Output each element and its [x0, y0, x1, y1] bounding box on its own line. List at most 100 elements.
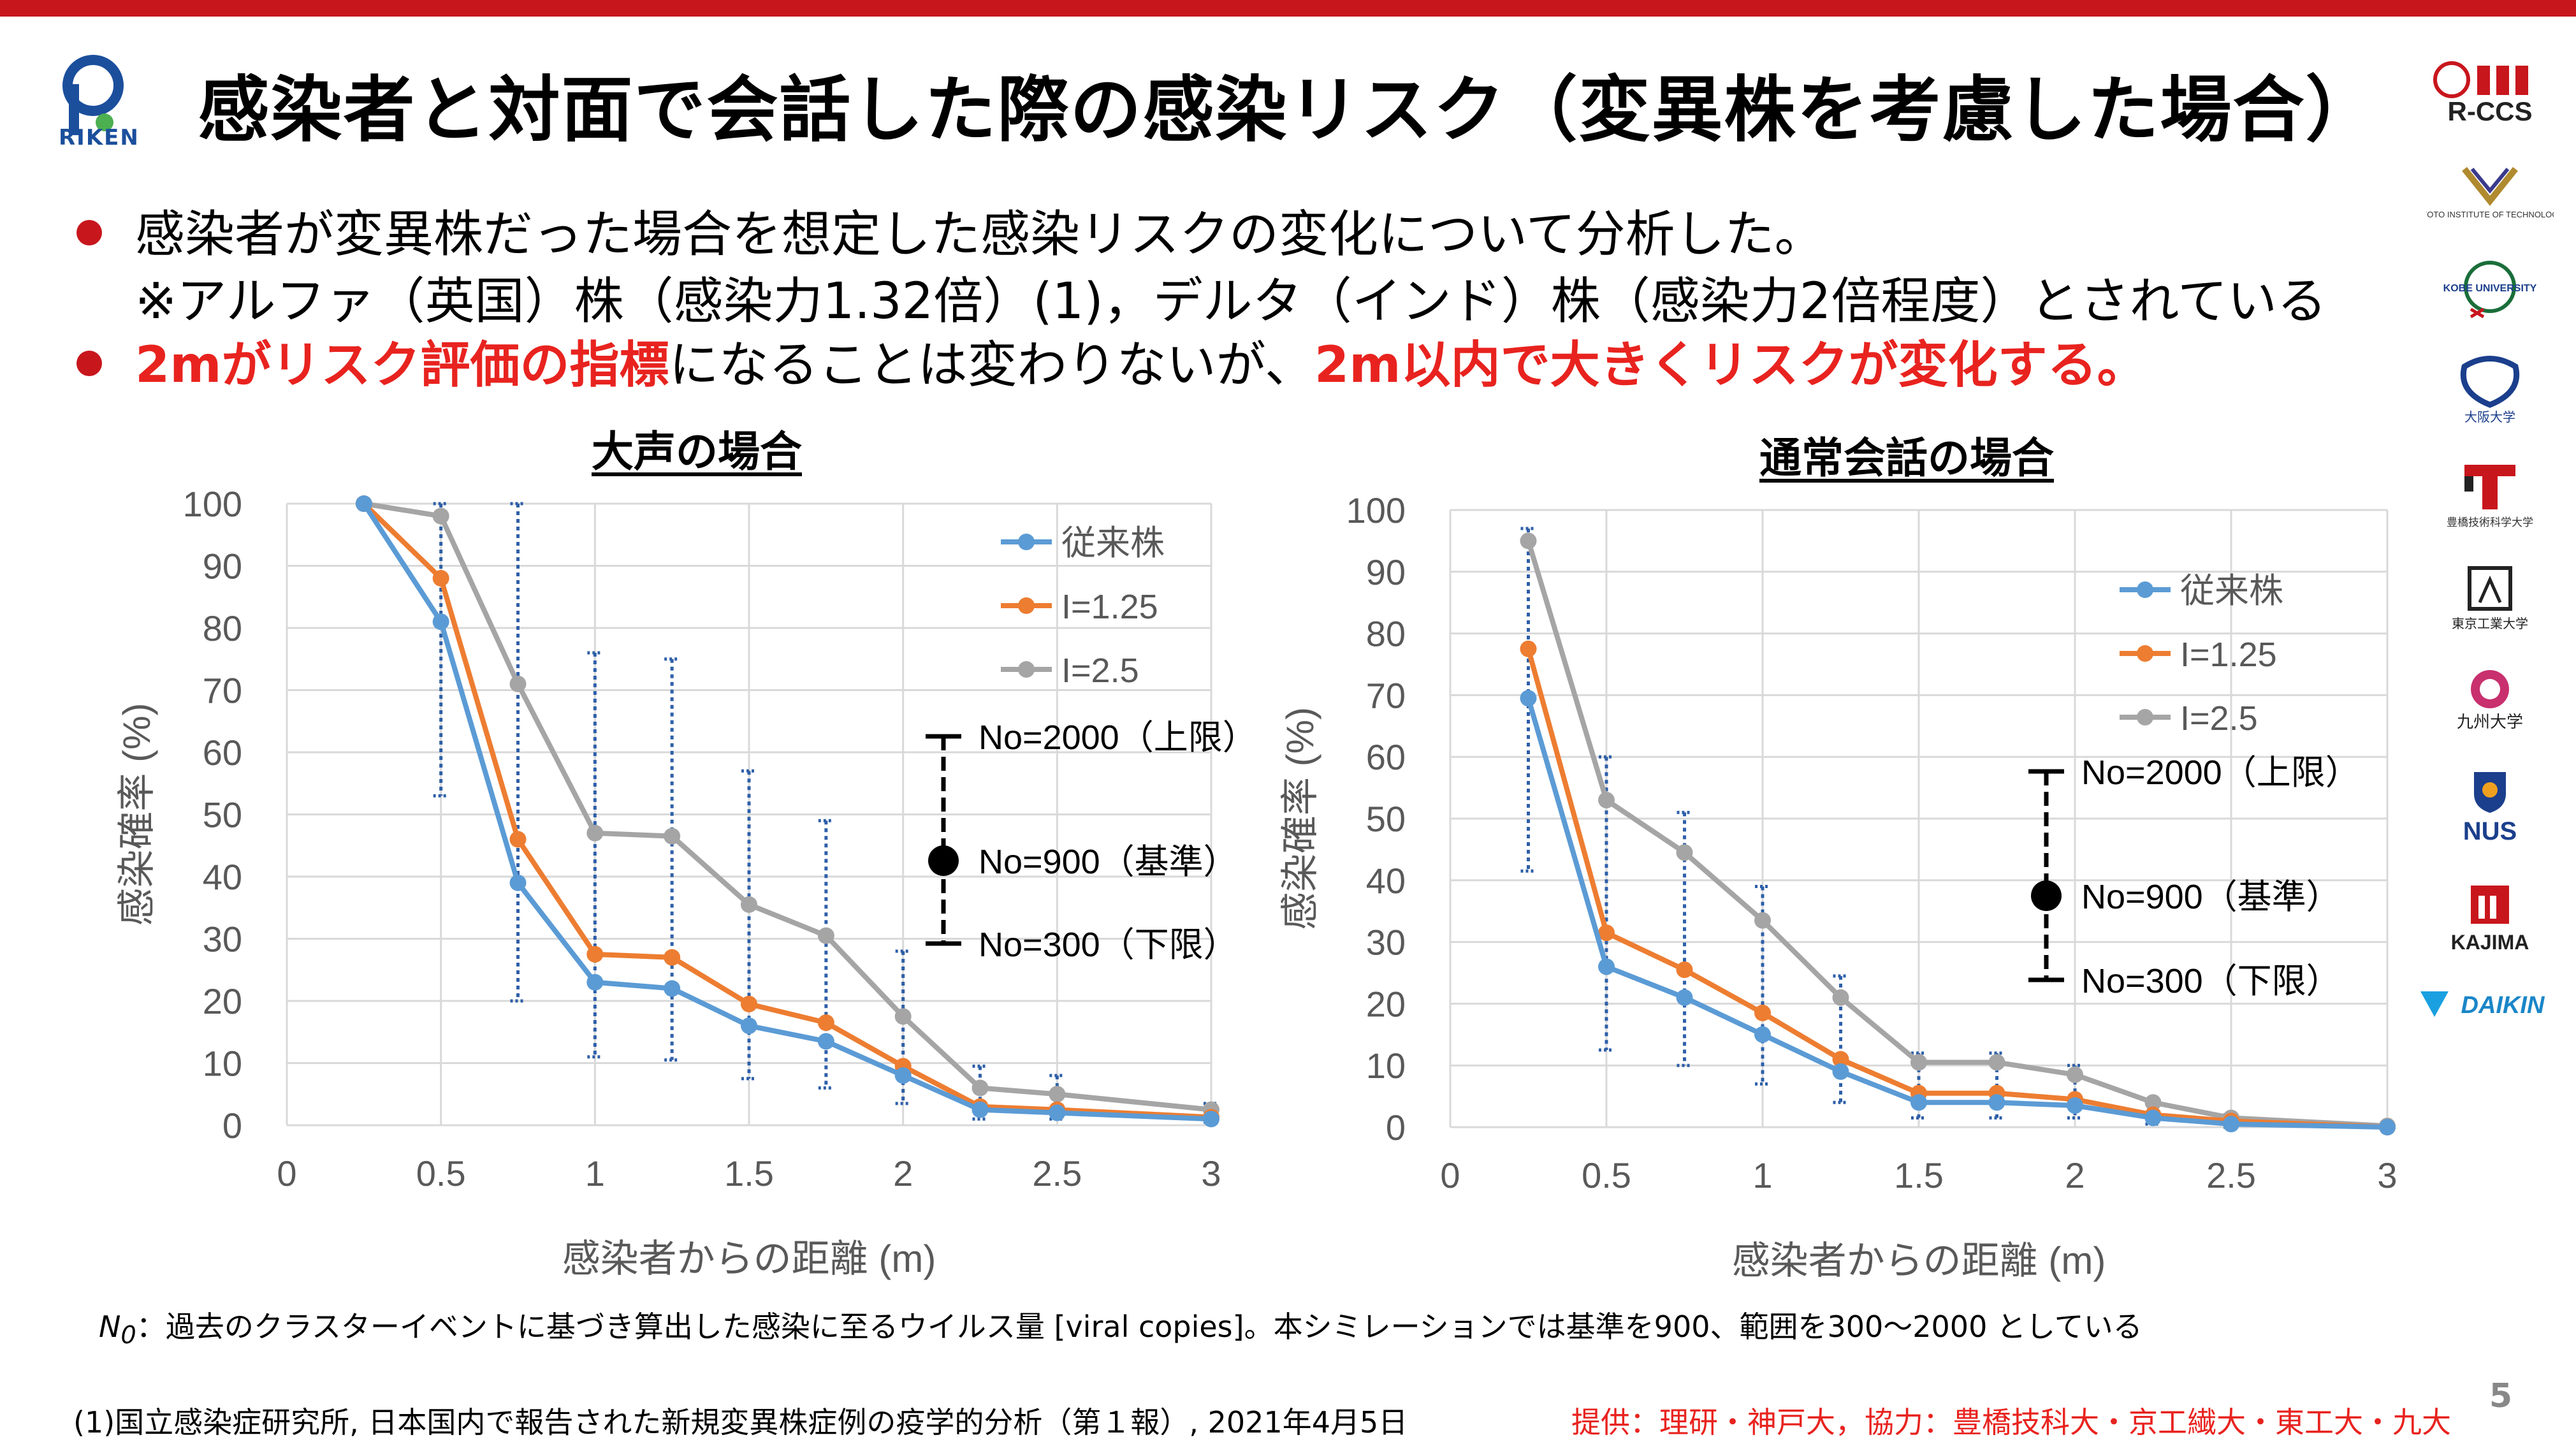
data-point: [1598, 791, 1615, 808]
daikin-logo-text: DAIKIN: [2461, 992, 2545, 1019]
data-point: [2144, 1094, 2162, 1111]
rccs-logo-text: R-CCS: [2448, 96, 2533, 124]
y-tick-label: 40: [203, 857, 242, 897]
legend-marker: [1018, 661, 1035, 678]
errorbar-legend-center: [2031, 880, 2062, 911]
rccs-logo-icon: R-CCS: [2417, 61, 2563, 128]
errorbar-legend-lower: No=300（下限）: [979, 926, 1238, 964]
legend-label: I=2.5: [2180, 699, 2258, 738]
errorbar-legend-base: No=900（基準）: [979, 843, 1238, 881]
data-point: [894, 1067, 912, 1084]
nus-logo-text: NUS: [2463, 817, 2517, 845]
data-point: [586, 945, 604, 963]
tokyotech-logo-icon: 東京工業大学: [2417, 564, 2563, 638]
legend-marker: [1018, 597, 1035, 614]
kit-logo-text: KYOTO INSTITUTE OF TECHNOLOGY: [2426, 210, 2554, 219]
data-point: [2067, 1097, 2083, 1114]
errorbar-legend-upper: No=2000（上限）: [2081, 754, 2360, 792]
kobe-logo-icon: KOBE UNIVERSITY: [2417, 258, 2563, 326]
x-tick-label: 1: [585, 1153, 605, 1193]
errorbar-legend-base: No=900（基準）: [2081, 878, 2341, 916]
footnote-n0-label: N: [99, 1309, 121, 1344]
data-point: [586, 824, 604, 842]
y-tick-label: 50: [1366, 799, 1406, 839]
partner-logos: R-CCS KYOTO INSTITUTE OF TECHNOLOGY KOBE…: [2416, 61, 2564, 1049]
data-point: [741, 896, 757, 913]
osaka-logo-text: 大阪大学: [2464, 410, 2515, 424]
kit-logo-icon: KYOTO INSTITUTE OF TECHNOLOGY: [2416, 163, 2564, 237]
bullet-dot-icon: [76, 350, 102, 376]
data-point: [664, 980, 681, 997]
data-point: [1754, 912, 1771, 929]
data-point: [1049, 1104, 1066, 1121]
bullet-2-text: になることは変わりないが、: [669, 337, 1315, 394]
errorbar-legend-lower: No=300（下限）: [2081, 962, 2341, 1000]
data-point: [2067, 1066, 2083, 1083]
kobe-logo-text: KOBE UNIVERSITY: [2443, 283, 2537, 294]
data-point: [1203, 1111, 1219, 1128]
nus-logo-icon: NUS: [2417, 768, 2563, 855]
y-tick-label: 10: [1366, 1046, 1406, 1086]
x-tick-label: 2.5: [1032, 1153, 1082, 1193]
riken-logo-text: RIKEN: [59, 125, 140, 150]
errorbar-legend-upper: No=2000（上限）: [979, 718, 1257, 757]
legend-label: I=1.25: [2180, 636, 2277, 674]
credit-note: 提供：理研・神戸大，協力：豊橋技科大・京工繊大・東工大・九大: [1571, 1405, 2451, 1440]
bullet-1: 感染者が変異株だった場合を想定した感染リスクの変化について分析した。: [76, 194, 1824, 266]
x-axis-label: 感染者からの距離 (m): [562, 1237, 936, 1280]
x-axis-label: 感染者からの距離 (m): [1732, 1239, 2106, 1282]
data-point: [1910, 1094, 1927, 1111]
riken-logo-icon: [62, 55, 124, 135]
data-point: [894, 1008, 912, 1025]
reference-note: (1)国立感染症研究所, 日本国内で報告された新規変異株症例の疫学的分析（第１報…: [73, 1405, 1408, 1440]
data-point: [1520, 690, 1537, 707]
page-number: 5: [2489, 1377, 2512, 1415]
x-tick-label: 1.5: [724, 1153, 774, 1193]
data-point: [1049, 1086, 1066, 1103]
kajima-logo-text: KAJIMA: [2451, 931, 2529, 954]
legend-label: I=1.25: [1061, 588, 1158, 626]
tokyotech-logo-text: 東京工業大学: [2452, 616, 2528, 631]
bullet-1-line1: 感染者が変異株だった場合を想定した感染リスクの変化について分析した。: [135, 206, 1824, 263]
data-point: [1598, 958, 1615, 975]
data-point: [586, 974, 604, 991]
data-point: [1754, 1026, 1771, 1043]
x-tick-label: 0.5: [416, 1153, 466, 1193]
x-tick-label: 3: [1201, 1153, 1221, 1193]
data-point: [1676, 989, 1693, 1006]
daikin-logo-icon: DAIKIN: [2417, 985, 2563, 1027]
x-tick-label: 0: [1440, 1155, 1460, 1195]
y-axis-label: 感染確率 (%): [1279, 707, 1321, 930]
bullet-dot-icon: [76, 219, 102, 245]
legend-marker: [2137, 645, 2153, 662]
y-tick-label: 90: [1366, 552, 1406, 592]
x-tick-label: 2: [893, 1153, 913, 1193]
errorbar-legend-center: [928, 845, 959, 876]
y-tick-label: 30: [1366, 923, 1406, 963]
data-point: [355, 495, 372, 512]
y-tick-label: 100: [183, 484, 242, 524]
data-point: [1676, 844, 1693, 861]
y-tick-label: 60: [203, 733, 242, 773]
y-tick-label: 0: [1386, 1107, 1406, 1148]
data-point: [1832, 1063, 1849, 1080]
data-point: [2144, 1109, 2162, 1127]
y-tick-label: 80: [203, 608, 242, 648]
osaka-logo-icon: 大阪大学: [2417, 354, 2563, 428]
data-point: [2223, 1116, 2239, 1133]
x-tick-label: 0.5: [1582, 1155, 1631, 1195]
data-point: [664, 949, 681, 966]
data-point: [509, 831, 527, 848]
data-point: [971, 1079, 989, 1097]
data-point: [1676, 961, 1693, 979]
y-tick-label: 70: [203, 671, 242, 711]
toyohashi-logo-icon: 豊橋技術科学大学: [2417, 462, 2563, 536]
y-tick-label: 20: [203, 981, 242, 1021]
bullet-2: 2mがリスク評価の指標になることは変わりないが、2m以内で大きくリスクが変化する…: [76, 325, 2147, 397]
x-tick-label: 1.5: [1894, 1155, 1944, 1195]
data-point: [2379, 1119, 2396, 1135]
data-point: [817, 1033, 834, 1050]
y-tick-label: 20: [1366, 984, 1406, 1024]
footnote-n0: N0：過去のクラスターイベントに基づき算出した感染に至るウイルス量 [viral…: [99, 1304, 2143, 1350]
y-tick-label: 50: [203, 795, 242, 835]
